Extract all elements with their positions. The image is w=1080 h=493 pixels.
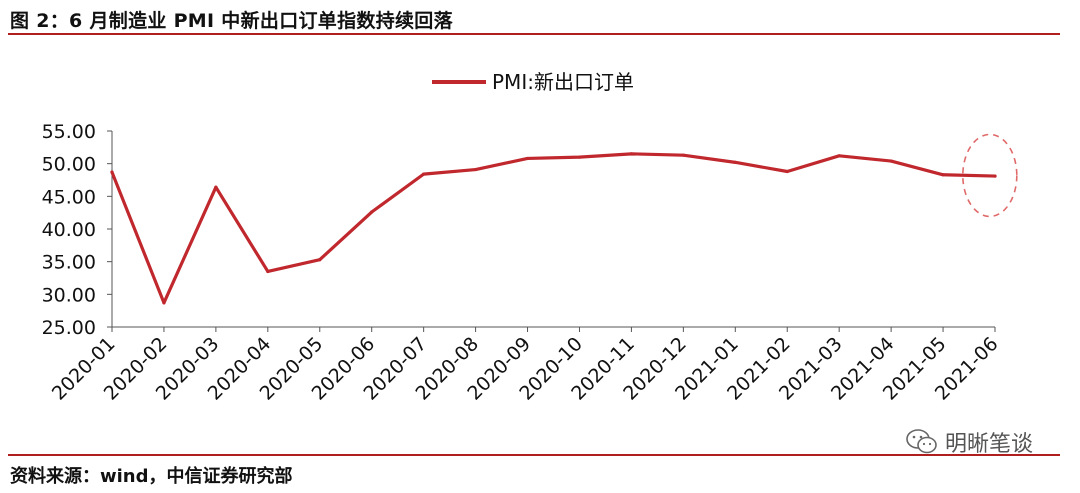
watermark: 明晰笔谈 (905, 426, 1033, 458)
data-point (785, 169, 789, 174)
y-tick-label: 30.00 (42, 284, 96, 306)
data-point (993, 174, 997, 178)
wechat-icon (906, 429, 937, 454)
y-tick-label: 45.00 (42, 186, 96, 208)
data-point (214, 185, 218, 189)
chart-axes (111, 131, 995, 328)
footer-divider (8, 454, 1060, 456)
watermark-text: 明晰笔谈 (945, 432, 1034, 457)
y-tick-label: 40.00 (42, 219, 96, 241)
source-note: 资料来源：wind，中信证券研究部 (10, 466, 293, 487)
y-tick-label: 55.00 (42, 121, 96, 143)
data-point (370, 210, 374, 214)
data-point (681, 153, 685, 157)
data-point (318, 258, 322, 262)
x-axis-ticks: 2020-012020-022020-032020-042020-052020-… (48, 327, 1003, 405)
highlight-ellipse (962, 133, 1018, 218)
data-point (577, 155, 582, 159)
series-group (110, 152, 997, 305)
data-point (837, 154, 841, 158)
y-axis-ticks: 25.00 30.00 35.00 40.00 45.00 50.00 55.00 (42, 121, 112, 339)
chart-legend: PMI:新出口订单 (432, 70, 634, 94)
data-point (266, 269, 270, 274)
y-tick-label: 50.00 (42, 154, 96, 176)
y-tick-label: 25.00 (42, 317, 96, 339)
data-point (473, 167, 478, 172)
data-point (733, 160, 737, 164)
series-line (110, 152, 997, 305)
legend-label: PMI:新出口订单 (492, 70, 634, 94)
data-point (525, 156, 530, 161)
title-divider (8, 33, 1060, 35)
data-point (162, 301, 166, 305)
figure-title: 图 2：6 月制造业 PMI 中新出口订单指数持续回落 (10, 10, 453, 32)
data-point (889, 159, 893, 163)
data-point (422, 172, 426, 176)
data-point (941, 173, 945, 177)
annotation-group (962, 133, 1018, 218)
data-point (110, 170, 114, 174)
y-tick-label: 35.00 (42, 252, 96, 274)
data-point (629, 152, 634, 156)
